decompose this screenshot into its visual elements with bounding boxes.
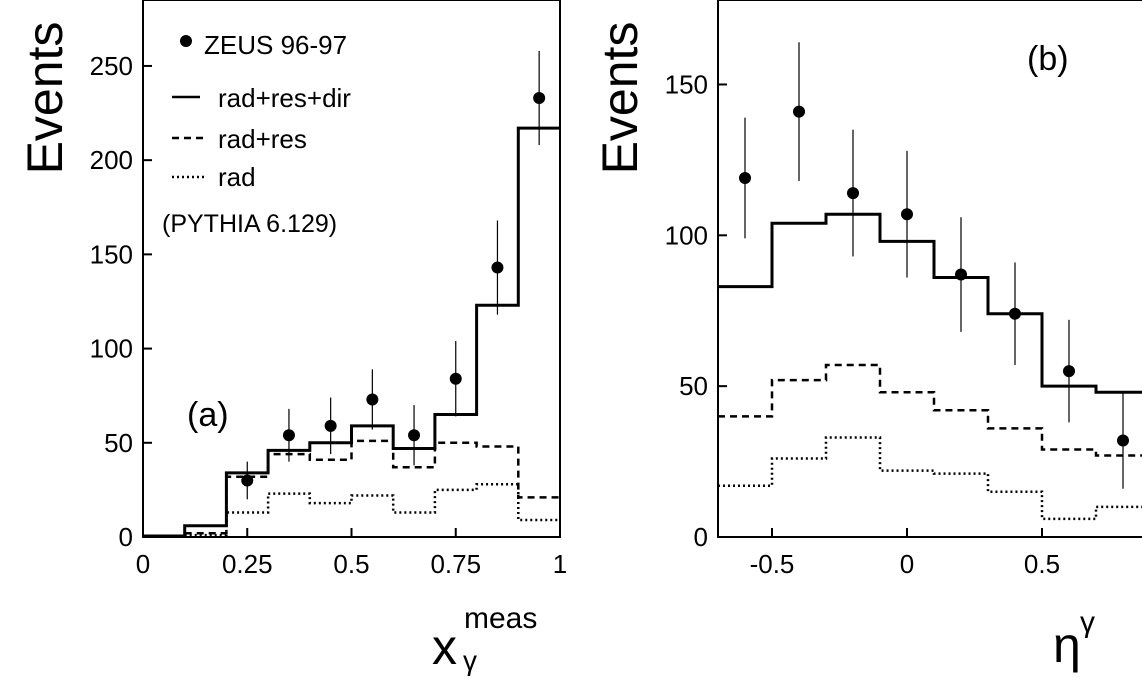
panel-a-histogram-rad bbox=[184, 482, 560, 537]
panel-b: 0 50 100 150 -0.5 0 0.5 Events η γ (b) bbox=[592, 0, 1142, 673]
panel-b-data-point bbox=[955, 268, 967, 281]
legend-note: (PYTHIA 6.129) bbox=[162, 210, 337, 238]
panel-a: 0 50 100 150 200 250 0 0.25 0.5 0.75 1 Events x me… bbox=[17, 0, 567, 676]
legend-label-dashed: rad+res bbox=[218, 124, 307, 154]
panel-b-ytick-label: 150 bbox=[665, 69, 708, 99]
panel-a-xlabel-sup: meas bbox=[464, 602, 537, 635]
panel-b-data-point bbox=[847, 187, 859, 200]
panel-a-xtick-label: 0.25 bbox=[222, 549, 273, 579]
panel-b-data-point bbox=[1063, 365, 1075, 378]
panel-b-ylabel: Events bbox=[592, 22, 648, 175]
panel-b-data-point bbox=[901, 208, 913, 221]
panel-a-ytick-label: 250 bbox=[90, 51, 133, 81]
panel-a-xlabel: x bbox=[432, 619, 457, 675]
panel-a-xtick-label: 0.75 bbox=[430, 549, 481, 579]
panel-b-marks: 0 50 100 150 -0.5 0 0.5 bbox=[665, 42, 1142, 579]
panel-a-data-point bbox=[408, 429, 421, 442]
panel-b-label: (b) bbox=[1027, 40, 1069, 78]
panel-b-frame bbox=[717, 0, 1142, 538]
panel-b-ytick-label: 0 bbox=[694, 522, 708, 552]
panel-a-data-point bbox=[533, 91, 546, 104]
panel-b-data-point bbox=[1009, 307, 1021, 320]
panel-a-legend: ZEUS 96-97 rad+res+dir rad+res rad (PYTH… bbox=[162, 30, 351, 238]
panel-b-data-point bbox=[793, 105, 805, 118]
panel-b-xtick-label: 0 bbox=[900, 549, 914, 579]
panel-b-histogram-rad bbox=[718, 436, 1142, 521]
panel-b-data-point bbox=[1117, 434, 1129, 447]
panel-a-xtick-label: 0 bbox=[136, 549, 150, 579]
panel-b-histogram-rad-res-dir bbox=[718, 212, 1142, 394]
legend-label-dotted: rad bbox=[218, 162, 256, 192]
panel-a-xtick-label: 0.5 bbox=[333, 549, 369, 579]
panel-a-data-point bbox=[366, 393, 379, 406]
panel-a-frame bbox=[142, 0, 561, 538]
panel-a-data-point bbox=[491, 261, 504, 274]
panel-a-marks: 0 50 100 150 200 250 0 0.25 0.5 0.75 1 bbox=[90, 50, 567, 579]
panel-a-data-point bbox=[324, 419, 337, 432]
panel-a-label: (a) bbox=[187, 396, 229, 434]
panel-a-data-point bbox=[282, 429, 295, 442]
panel-a-ytick-label: 100 bbox=[90, 334, 133, 364]
panel-a-ytick-label: 50 bbox=[104, 428, 133, 458]
panel-b-data-point bbox=[739, 171, 751, 184]
panel-a-xlabel-main: x bbox=[432, 619, 457, 675]
panel-a-xlabel-sub: γ bbox=[463, 645, 477, 676]
legend-marker-data bbox=[180, 35, 192, 47]
panel-a-data-point bbox=[449, 372, 462, 385]
panel-b-ytick-label: 50 bbox=[679, 371, 708, 401]
panel-a-ytick-label: 150 bbox=[90, 239, 133, 269]
panel-a-ytick-label: 200 bbox=[90, 145, 133, 175]
panel-b-xlabel-sup: γ bbox=[1080, 606, 1095, 639]
legend-label-solid: rad+res+dir bbox=[218, 83, 351, 113]
panel-b-histogram-rad-res bbox=[718, 363, 1142, 457]
panel-a-xtick-label: 1 bbox=[553, 549, 567, 579]
panel-a-histogram-rad-res bbox=[184, 439, 560, 535]
panel-a-ytick-label: 0 bbox=[119, 522, 133, 552]
panel-b-xtick-label: -0.5 bbox=[750, 549, 795, 579]
panel-b-xlabel: η bbox=[1053, 617, 1081, 673]
panel-b-ytick-label: 100 bbox=[665, 220, 708, 250]
panel-a-ylabel: Events bbox=[17, 22, 73, 175]
panel-a-data-point bbox=[241, 474, 254, 487]
panel-b-xtick-label: 0.5 bbox=[1024, 549, 1060, 579]
legend-label-data: ZEUS 96-97 bbox=[204, 30, 347, 60]
panel-a-histogram-rad-res-dir bbox=[143, 126, 560, 538]
